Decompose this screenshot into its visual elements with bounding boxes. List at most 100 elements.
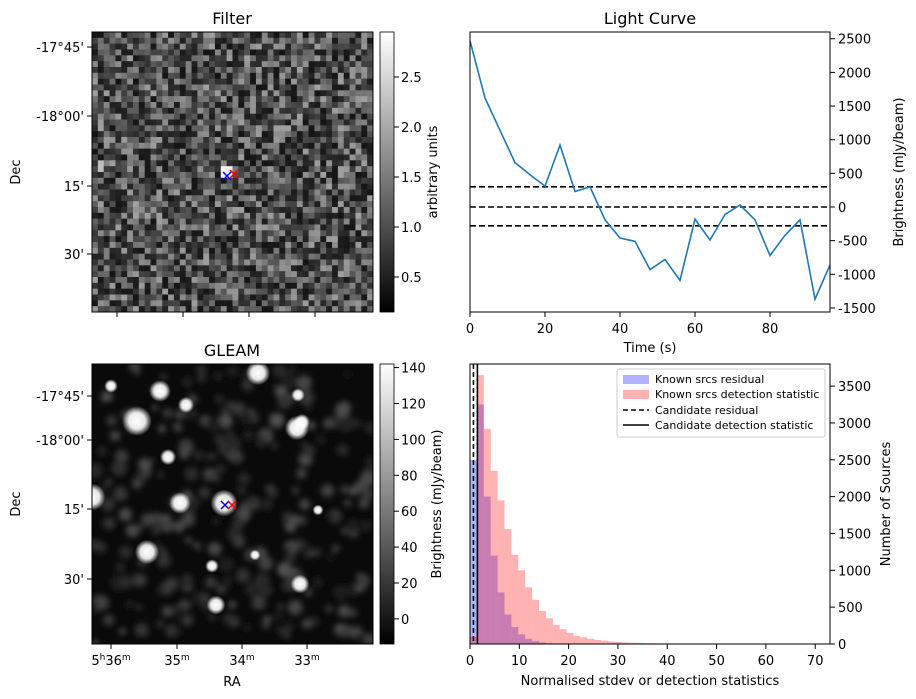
filter-pixel	[314, 247, 321, 255]
filter-pixel	[203, 102, 210, 109]
filter-pixel	[261, 242, 269, 249]
filter-pixel	[109, 236, 116, 243]
filter-pixel	[220, 253, 228, 260]
filter-pixel	[320, 183, 327, 190]
filter-pixel	[179, 277, 187, 284]
filter-pixel	[367, 49, 374, 56]
filter-pixel	[109, 166, 116, 173]
filter-pixel	[367, 131, 374, 138]
filter-pixel	[279, 265, 286, 272]
filter-pixel	[132, 72, 140, 80]
filter-pixel	[115, 102, 122, 109]
filter-pixel	[296, 236, 304, 243]
filter-pixel	[150, 90, 157, 97]
filter-pixel	[343, 154, 350, 161]
filter-pixel	[109, 277, 116, 284]
filter-pixel	[367, 90, 374, 97]
filter-pixel	[320, 236, 327, 243]
filter-pixel	[279, 201, 286, 208]
filter-pixel	[203, 207, 210, 214]
filter-pixel	[244, 78, 251, 85]
filter-pixel	[326, 84, 333, 91]
filter-pixel	[162, 230, 169, 237]
filter-pixel	[337, 247, 345, 255]
filter-colorbar	[380, 32, 394, 312]
filter-pixel	[115, 259, 122, 266]
filter-pixel	[285, 300, 292, 307]
filter-pixel	[302, 201, 309, 208]
filter-pixel	[97, 306, 105, 313]
filter-pixel	[302, 277, 309, 284]
filter-pixel	[349, 242, 356, 249]
filter-colorbar-ticks: 0.51.01.52.02.5	[394, 71, 422, 286]
filter-pixel	[156, 212, 163, 220]
filter-pixel	[326, 195, 333, 202]
filter-pixel	[179, 37, 187, 45]
filter-pixel	[261, 61, 269, 68]
filter-pixel	[332, 148, 339, 155]
filter-pixel	[302, 125, 309, 132]
filter-pixel	[238, 300, 245, 307]
filter-pixel	[226, 67, 233, 74]
filter-pixel	[343, 142, 350, 150]
gleam-noise-spot	[211, 517, 221, 526]
filter-pixel	[226, 212, 233, 220]
filter-pixel	[144, 253, 151, 260]
filter-pixel	[255, 55, 263, 62]
filter-pixel	[144, 131, 151, 138]
filter-pixel	[343, 306, 350, 313]
filter-pixel	[132, 212, 140, 220]
filter-pixel	[244, 102, 251, 109]
filter-pixel	[296, 294, 304, 301]
filter-pixel	[367, 172, 374, 179]
filter-pixel	[244, 277, 251, 284]
filter-pixel	[185, 300, 192, 307]
filter-pixel	[326, 131, 333, 138]
filter-pixel	[308, 107, 315, 115]
gleam-noise-spot	[94, 595, 110, 610]
filter-pixel	[209, 43, 216, 50]
filter-pixel	[115, 37, 122, 45]
filter-pixel	[150, 78, 157, 85]
filter-pixel	[255, 78, 263, 85]
filter-pixel	[255, 107, 263, 115]
filter-pixel	[320, 230, 327, 237]
filter-pixel	[132, 230, 140, 237]
gleam-noise-spot	[218, 414, 233, 429]
filter-pixel	[179, 84, 187, 91]
filter-pixel	[244, 288, 251, 295]
filter-pixel	[156, 125, 163, 132]
filter-pixel	[332, 90, 339, 97]
filter-pixel	[144, 78, 151, 85]
filter-pixel	[92, 148, 99, 155]
filter-pixel	[162, 142, 169, 150]
filter-pixel	[320, 96, 327, 103]
filter-pixel	[209, 271, 216, 278]
filter-pixel	[150, 300, 157, 307]
filter-pixel	[308, 55, 315, 62]
filter-pixel	[337, 32, 345, 39]
filter-pixel	[250, 294, 257, 301]
filter-pixel	[226, 72, 233, 80]
filter-pixel	[250, 300, 257, 307]
filter-pixel	[144, 55, 151, 62]
filter-pixel	[115, 277, 122, 284]
filter-pixel	[173, 102, 181, 109]
gleam-noise-spot	[235, 568, 251, 583]
filter-pixel	[361, 230, 368, 237]
filter-pixel	[238, 177, 245, 185]
filter-pixel	[127, 137, 134, 144]
filter-pixel	[121, 78, 128, 85]
filter-pixel	[343, 247, 350, 255]
filter-pixel	[92, 67, 99, 74]
filter-pixel	[127, 72, 134, 80]
filter-pixel	[226, 148, 233, 155]
filter-pixel	[308, 247, 315, 255]
filter-pixel	[168, 96, 175, 103]
filter-pixel	[320, 282, 327, 290]
filter-pixel	[191, 230, 198, 237]
filter-pixel	[349, 67, 356, 74]
lightcurve-x-ticks: 0 20 40 60 80	[466, 312, 778, 337]
filter-pixel	[191, 242, 198, 249]
filter-pixel	[209, 195, 216, 202]
